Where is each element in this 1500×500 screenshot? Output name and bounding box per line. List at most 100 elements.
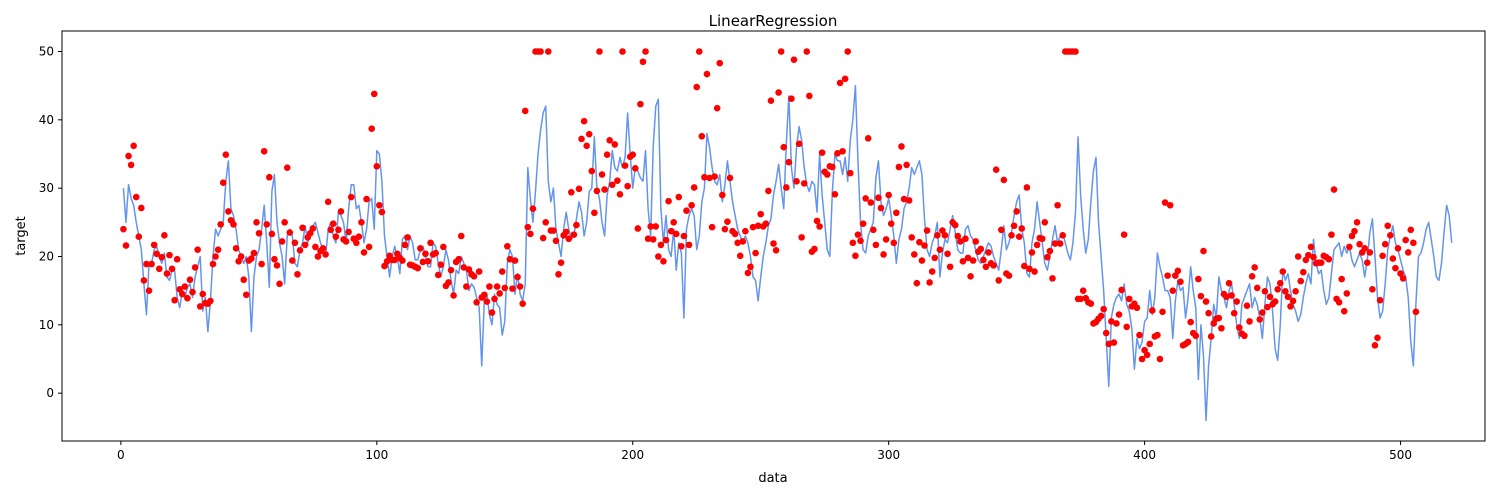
- actual-point: [655, 253, 662, 260]
- actual-point: [278, 238, 286, 245]
- actual-point: [319, 245, 327, 252]
- actual-point: [358, 219, 365, 226]
- actual-point: [703, 70, 711, 78]
- actual-point: [488, 309, 496, 316]
- actual-point: [634, 225, 642, 232]
- actual-point: [286, 229, 294, 236]
- actual-point: [1363, 259, 1371, 266]
- actual-point: [301, 241, 309, 249]
- actual-point: [153, 250, 160, 258]
- actual-point: [908, 234, 916, 241]
- actual-point: [603, 151, 611, 158]
- actual-point: [1243, 302, 1251, 310]
- actual-point: [642, 48, 649, 55]
- actual-point: [775, 89, 782, 96]
- actual-point: [276, 280, 283, 288]
- actual-point: [762, 220, 770, 227]
- actual-point: [857, 237, 864, 245]
- actual-point: [1353, 219, 1361, 226]
- actual-point: [240, 276, 248, 284]
- actual-point: [230, 221, 237, 228]
- actual-point: [1115, 311, 1123, 318]
- actual-point: [944, 250, 951, 258]
- actual-point: [135, 233, 143, 240]
- actual-point: [1325, 255, 1333, 263]
- actual-point: [1369, 286, 1376, 293]
- actual-point: [199, 290, 207, 298]
- actual-point: [701, 173, 708, 181]
- actual-point: [711, 173, 718, 180]
- actual-point: [391, 256, 399, 264]
- actual-point: [1233, 298, 1241, 305]
- actual-point: [1294, 253, 1302, 260]
- actual-point: [207, 297, 214, 305]
- actual-point: [957, 238, 964, 245]
- plot-area: [61, 30, 1486, 442]
- actual-point: [1259, 309, 1266, 316]
- actual-point: [667, 227, 675, 235]
- actual-point: [496, 290, 503, 297]
- actual-point: [1200, 247, 1207, 255]
- actual-point: [688, 201, 695, 209]
- actual-point: [964, 254, 972, 262]
- actual-point: [1392, 264, 1399, 272]
- actual-point: [1407, 226, 1415, 234]
- actual-point: [1118, 286, 1125, 294]
- actual-point: [849, 239, 857, 247]
- actual-point: [1340, 307, 1348, 315]
- actual-point: [900, 195, 908, 203]
- actual-point: [923, 227, 931, 234]
- actual-point: [565, 235, 573, 243]
- actual-point: [1310, 253, 1317, 261]
- actual-point: [219, 179, 227, 186]
- actual-point: [1195, 275, 1202, 283]
- actual-point: [1125, 295, 1133, 303]
- actual-point: [294, 270, 301, 278]
- actual-point: [1138, 355, 1146, 363]
- actual-point: [434, 271, 442, 279]
- actual-point: [593, 187, 601, 195]
- y-tick-label: 0: [46, 386, 54, 400]
- actual-point: [1031, 268, 1038, 275]
- actual-point: [706, 174, 713, 182]
- actual-points-layer: [120, 48, 1420, 363]
- actual-point: [1102, 329, 1110, 337]
- actual-point: [550, 227, 557, 234]
- actual-point: [969, 257, 977, 264]
- actual-point: [1307, 243, 1315, 251]
- actual-point: [125, 152, 132, 160]
- x-tick-label: 400: [1133, 448, 1156, 462]
- actual-point: [291, 239, 299, 247]
- actual-point: [946, 263, 954, 271]
- actual-point: [404, 234, 411, 241]
- actual-point: [222, 151, 230, 158]
- actual-point: [524, 223, 532, 231]
- actual-point: [281, 219, 288, 226]
- actual-point: [1228, 292, 1235, 299]
- actual-point: [337, 208, 345, 215]
- actual-point: [724, 218, 731, 225]
- actual-point: [424, 257, 432, 265]
- actual-point: [1123, 323, 1130, 331]
- actual-point: [260, 147, 268, 155]
- actual-point: [173, 255, 181, 263]
- actual-point: [161, 232, 168, 239]
- actual-point: [749, 223, 757, 231]
- actual-point: [414, 264, 422, 272]
- actual-point: [568, 188, 575, 196]
- actual-point: [1343, 290, 1351, 297]
- predicted-line: [122, 84, 1453, 422]
- actual-point: [1246, 318, 1253, 325]
- x-tick-label: 300: [877, 448, 900, 462]
- actual-point: [1248, 273, 1256, 280]
- actual-point: [777, 48, 785, 55]
- x-tick-label: 100: [365, 448, 388, 462]
- actual-point: [470, 273, 478, 280]
- actual-point: [1287, 303, 1294, 310]
- actual-point: [127, 161, 135, 169]
- actual-point: [422, 250, 429, 258]
- actual-point: [473, 298, 480, 306]
- actual-point: [816, 223, 823, 230]
- actual-point: [511, 257, 519, 264]
- actual-point: [754, 222, 762, 230]
